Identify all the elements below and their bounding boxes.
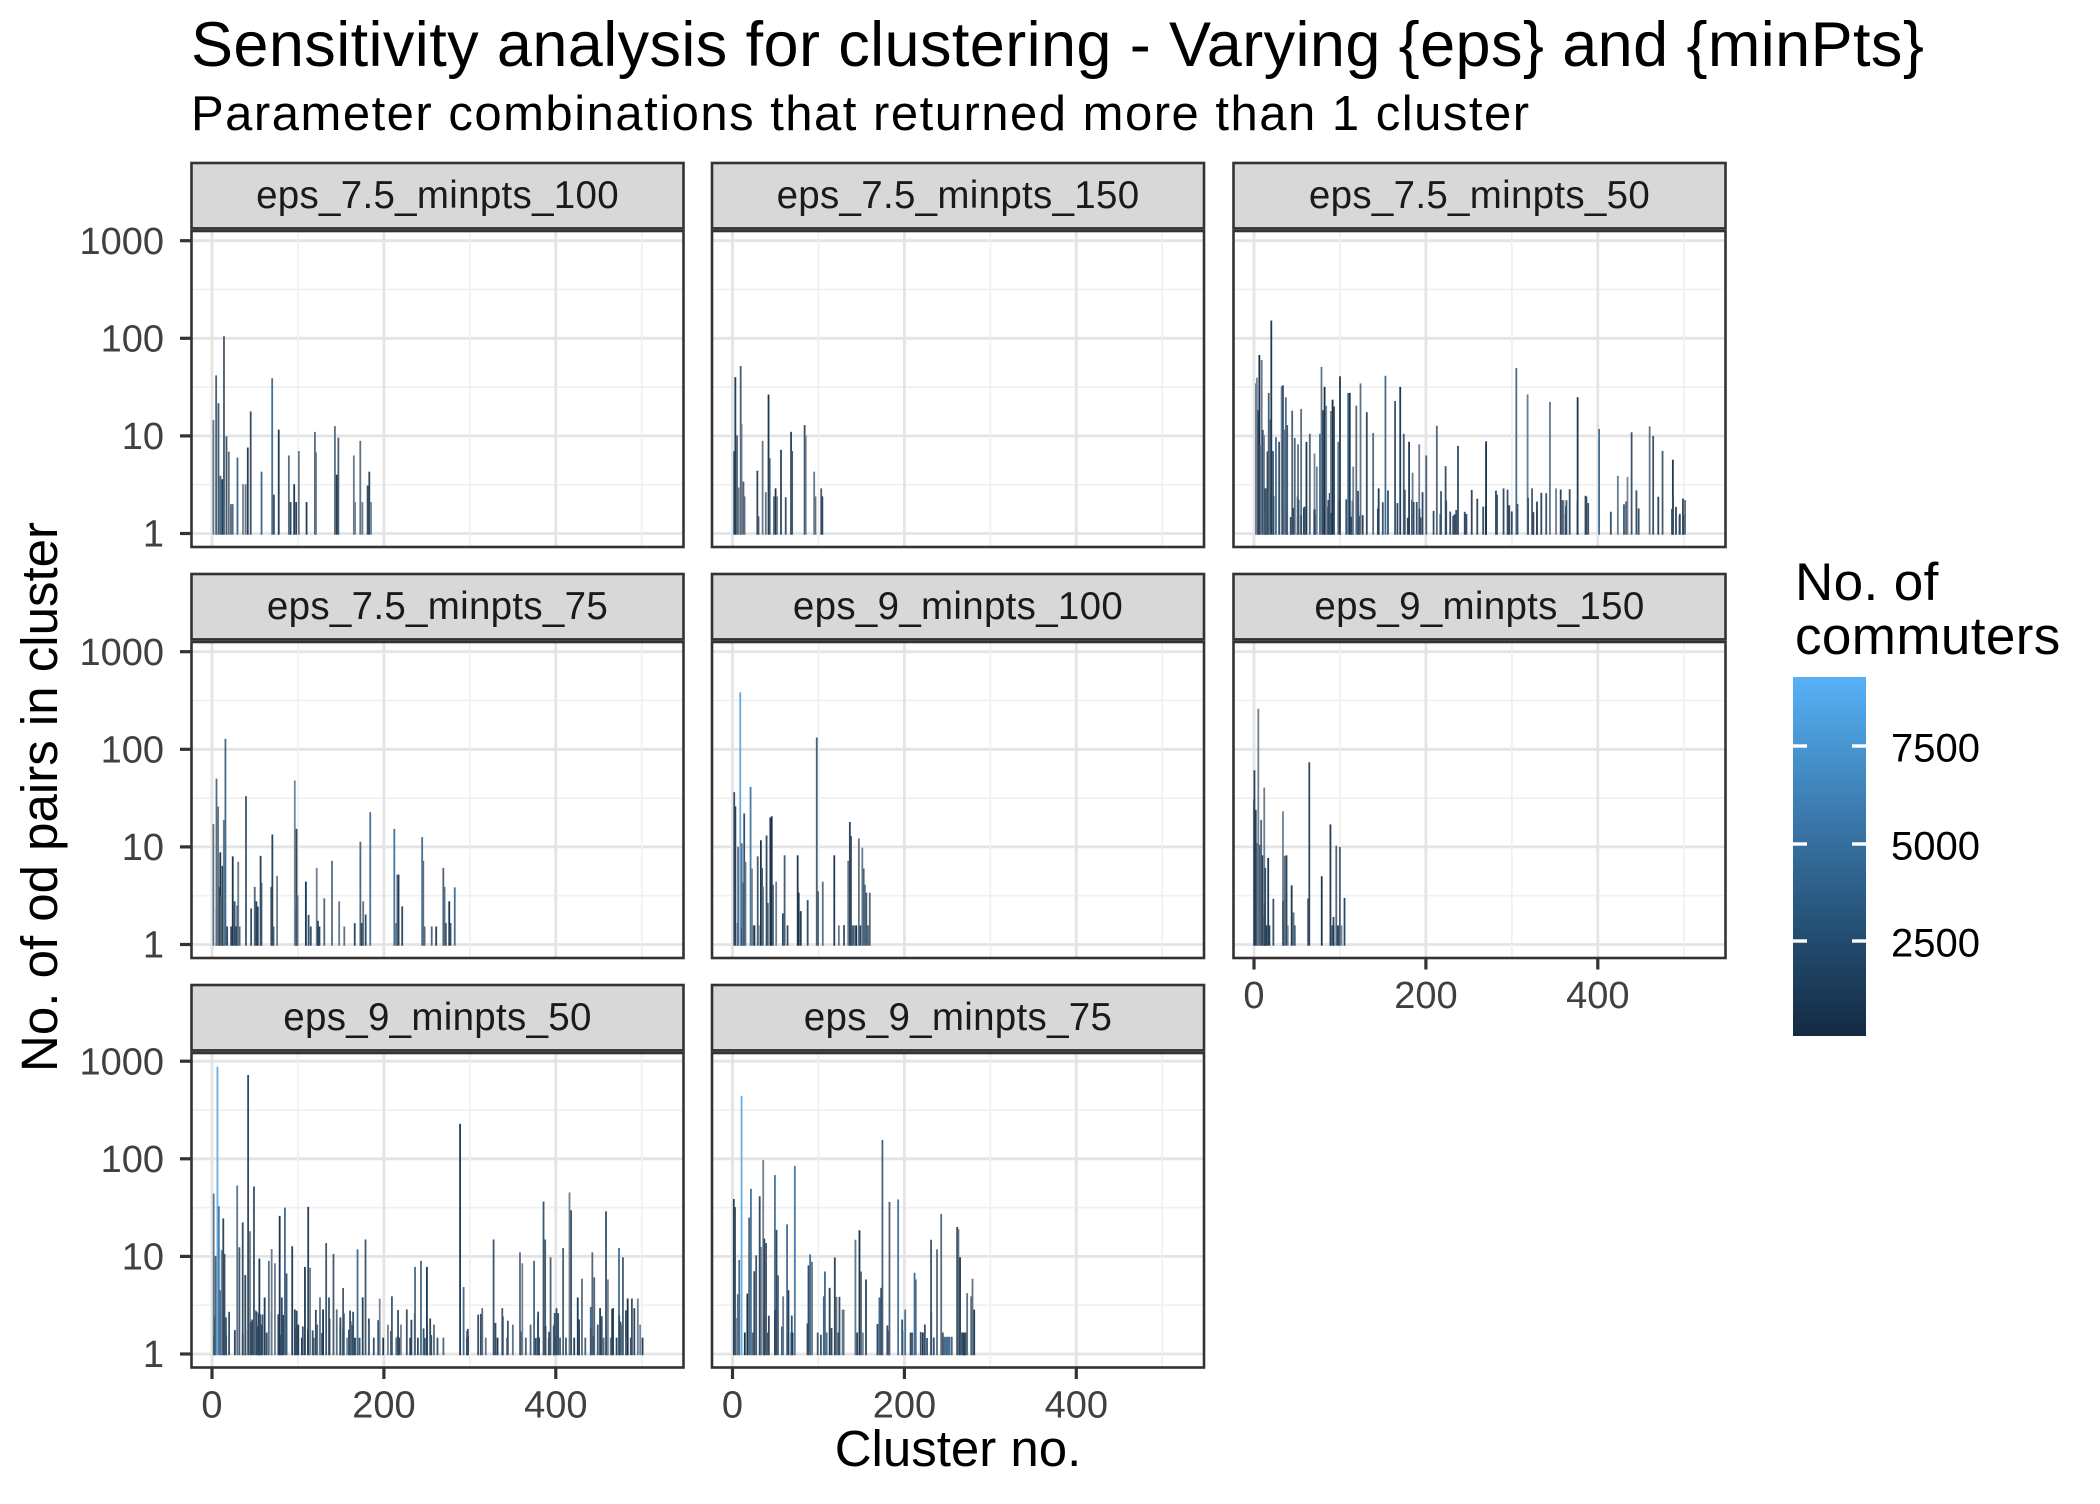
svg-text:eps_7.5_minpts_75: eps_7.5_minpts_75 — [267, 585, 608, 628]
svg-text:0: 0 — [1243, 975, 1264, 1017]
svg-text:7500: 7500 — [1891, 727, 1980, 771]
svg-text:eps_9_minpts_75: eps_9_minpts_75 — [804, 996, 1112, 1039]
svg-text:100: 100 — [101, 319, 164, 361]
svg-text:100: 100 — [101, 730, 164, 772]
svg-text:200: 200 — [352, 1385, 415, 1427]
svg-text:eps_7.5_minpts_150: eps_7.5_minpts_150 — [777, 174, 1140, 217]
svg-text:eps_7.5_minpts_50: eps_7.5_minpts_50 — [1309, 174, 1650, 217]
svg-text:eps_9_minpts_150: eps_9_minpts_150 — [1314, 585, 1644, 628]
svg-text:eps_9_minpts_50: eps_9_minpts_50 — [283, 996, 591, 1039]
svg-text:400: 400 — [1566, 975, 1629, 1017]
svg-text:Parameter combinations that re: Parameter combinations that returned mor… — [191, 87, 1531, 141]
svg-text:1: 1 — [143, 925, 164, 967]
svg-text:1: 1 — [143, 1334, 164, 1376]
svg-text:10: 10 — [122, 1237, 164, 1279]
svg-text:No. of od pairs in cluster: No. of od pairs in cluster — [11, 522, 68, 1072]
svg-text:Sensitivity analysis for clust: Sensitivity analysis for clustering - Va… — [191, 10, 1924, 80]
svg-text:1: 1 — [143, 514, 164, 556]
svg-text:10: 10 — [122, 416, 164, 458]
svg-text:0: 0 — [201, 1385, 222, 1427]
svg-text:10: 10 — [122, 827, 164, 869]
svg-text:400: 400 — [524, 1385, 587, 1427]
svg-text:200: 200 — [873, 1385, 936, 1427]
svg-text:5000: 5000 — [1891, 825, 1980, 869]
svg-text:commuters: commuters — [1795, 607, 2061, 666]
svg-text:eps_7.5_minpts_100: eps_7.5_minpts_100 — [256, 174, 619, 217]
svg-text:1000: 1000 — [79, 632, 164, 674]
svg-text:No. of: No. of — [1795, 553, 1939, 612]
svg-text:Cluster no.: Cluster no. — [835, 1420, 1082, 1477]
svg-text:400: 400 — [1045, 1385, 1108, 1427]
svg-text:2500: 2500 — [1891, 922, 1980, 966]
svg-text:0: 0 — [722, 1385, 743, 1427]
svg-text:1000: 1000 — [79, 1041, 164, 1083]
svg-text:1000: 1000 — [79, 221, 164, 263]
svg-text:200: 200 — [1394, 975, 1457, 1017]
svg-text:100: 100 — [101, 1139, 164, 1181]
svg-text:eps_9_minpts_100: eps_9_minpts_100 — [793, 585, 1123, 628]
